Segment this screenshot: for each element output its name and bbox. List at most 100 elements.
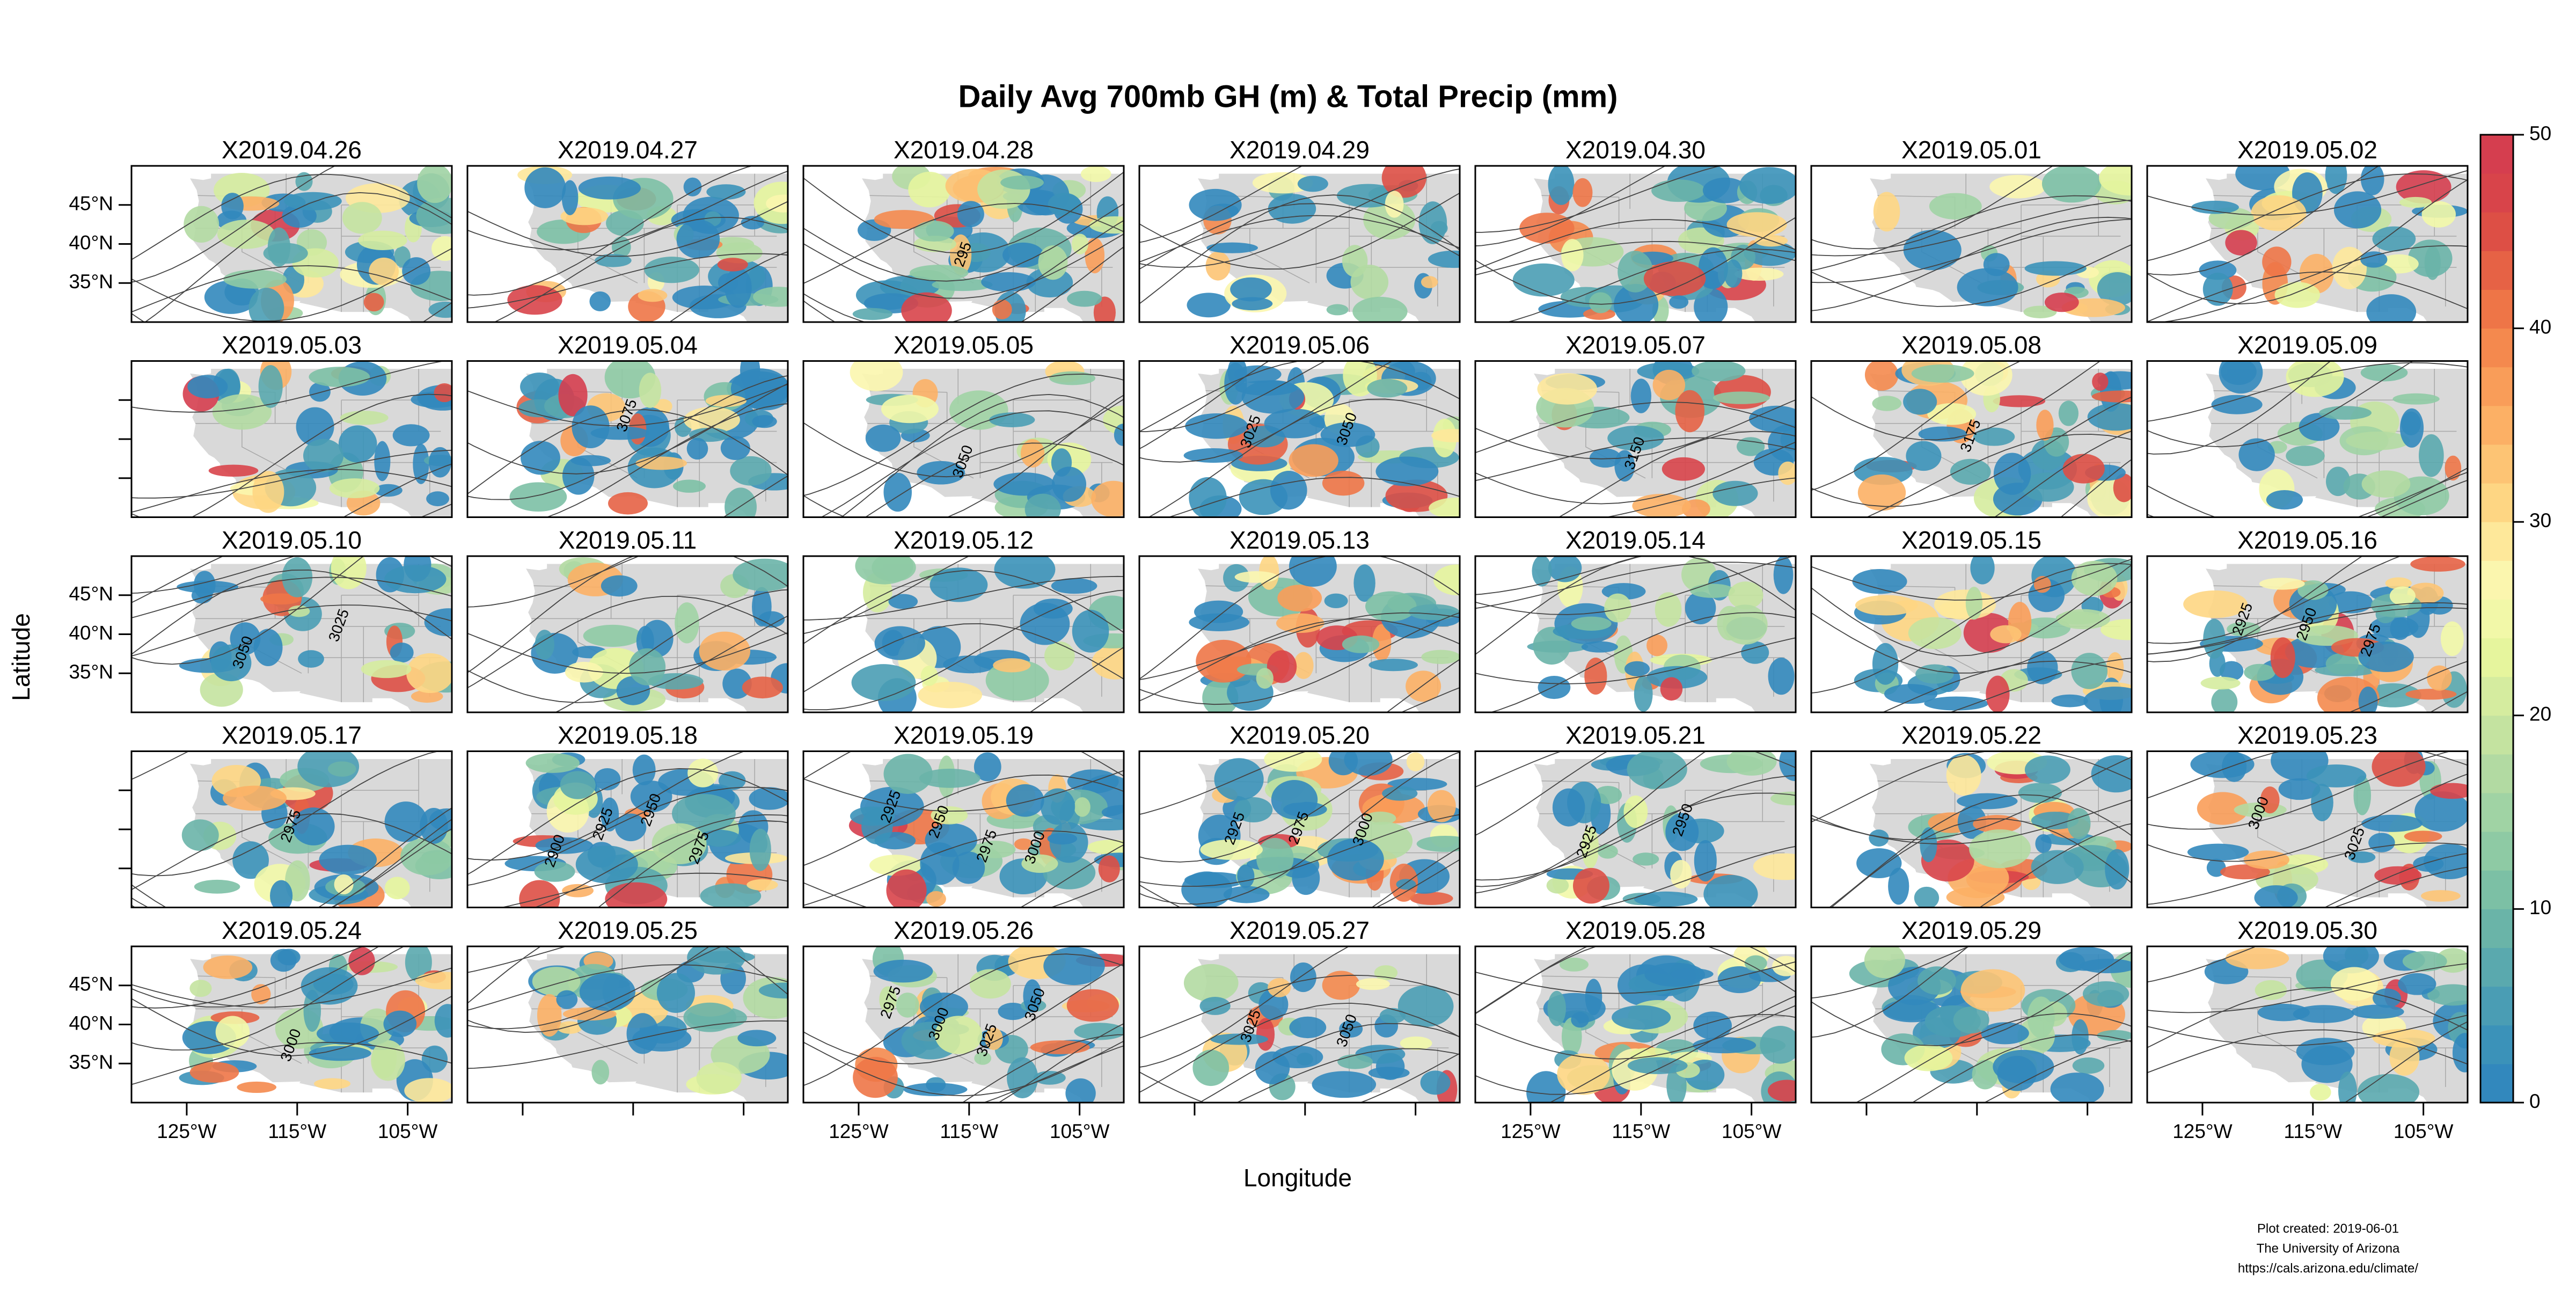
precip-area	[1768, 658, 1795, 695]
precip-area	[1030, 1040, 1090, 1054]
precip-area	[2372, 751, 2426, 787]
contour-line	[1984, 1040, 2132, 1103]
panel-title: X2019.05.09	[2237, 331, 2377, 359]
precip-area	[1324, 593, 1348, 609]
precip-area	[2211, 688, 2238, 712]
colorbar-segment	[2480, 909, 2513, 949]
precip-area	[1256, 837, 1294, 879]
precip-area	[730, 456, 772, 486]
precip-area	[601, 797, 619, 832]
precip-area	[2333, 191, 2382, 229]
precip-area	[1353, 564, 1375, 602]
colorbar-segment	[2480, 212, 2513, 251]
precip-area	[2200, 676, 2241, 690]
precip-area	[1189, 477, 1227, 517]
panel-title: X2019.05.28	[1565, 916, 1706, 944]
contour-line	[493, 216, 788, 322]
contour-line	[1475, 402, 1796, 454]
contour-line	[1811, 951, 2132, 1046]
precip-area	[981, 272, 1036, 292]
x-tick-label: 115°W	[940, 1120, 998, 1142]
precip-area	[1908, 617, 1962, 650]
precip-area	[656, 973, 696, 1013]
precip-area	[1914, 886, 1940, 908]
precip-area	[1365, 591, 1417, 622]
precip-area	[1187, 293, 1231, 318]
precip-area	[601, 575, 638, 597]
precip-area	[2225, 230, 2257, 256]
panel-title: X2019.05.13	[1230, 526, 1370, 554]
colorbar-segment	[2480, 715, 2513, 755]
precip-area	[2099, 166, 2132, 196]
precip-area	[1537, 373, 1598, 405]
contour-line	[1979, 823, 2132, 908]
y-tick-label: 35°N	[69, 661, 113, 683]
precip-area	[2044, 293, 2079, 312]
precip-area	[1230, 277, 1272, 302]
contour-line	[1865, 434, 2132, 517]
map-panel	[1811, 751, 2132, 908]
precip-area	[1297, 176, 1328, 192]
contour-line	[1139, 1002, 1460, 1093]
precip-area	[1336, 184, 1399, 208]
contour-line	[1139, 612, 1460, 705]
precip-area	[717, 258, 748, 272]
precip-area	[2374, 866, 2422, 885]
contour-line	[2147, 963, 2468, 1013]
contour-line	[131, 807, 452, 908]
contour-line	[131, 247, 452, 322]
precip-area	[1066, 989, 1119, 1022]
panel-title: X2019.04.26	[222, 136, 362, 164]
precip-area	[1020, 602, 1070, 645]
precip-area	[1572, 178, 1593, 207]
precip-area	[2219, 361, 2263, 394]
precip-area	[675, 602, 699, 644]
precip-area	[556, 990, 578, 1009]
contour-line	[467, 201, 788, 257]
contour-line	[803, 220, 1124, 322]
precip-area	[2211, 395, 2263, 414]
precip-area	[1382, 786, 1418, 801]
precip-area	[1618, 251, 1653, 293]
precip-area	[2358, 687, 2378, 712]
precip-area	[720, 436, 750, 460]
precip-area	[1970, 556, 1995, 585]
contour-line	[1147, 398, 1460, 517]
precip-area	[579, 973, 635, 1011]
precip-area	[560, 771, 596, 799]
precip-area	[901, 292, 952, 322]
precip-area	[338, 425, 377, 463]
precip-area	[2202, 272, 2233, 306]
precip-area	[1993, 453, 2031, 495]
contour-line	[1475, 637, 1796, 684]
state-border	[2257, 228, 2318, 283]
panel-frame	[1138, 165, 1461, 323]
precip-area	[416, 197, 452, 234]
precip-area	[434, 383, 452, 403]
precip-area	[1368, 659, 1418, 672]
panel-title: X2019.04.29	[1230, 136, 1370, 164]
precip-area	[1681, 557, 1717, 592]
precip-area	[1339, 1020, 1363, 1038]
contour-line	[1139, 361, 1326, 433]
precip-area	[2071, 560, 2118, 596]
precip-area	[1418, 201, 1447, 244]
precip-area	[1277, 585, 1322, 612]
precip-area	[1289, 444, 1338, 477]
panel-frame	[1474, 360, 1797, 518]
precip-area	[2083, 687, 2132, 712]
panel-frame	[1474, 945, 1797, 1104]
contour-line	[1139, 974, 1460, 1039]
precip-area	[1744, 240, 1796, 266]
contour-line	[1506, 249, 1796, 322]
precip-area	[1993, 395, 2046, 407]
precip-area	[1051, 578, 1097, 594]
contour-line	[1475, 166, 1722, 233]
contour-line	[2147, 556, 2402, 644]
precip-area	[270, 880, 293, 908]
precip-area	[1270, 470, 1307, 510]
precip-area	[292, 807, 335, 845]
precip-area	[1185, 413, 1248, 439]
precip-area	[371, 1040, 405, 1081]
precip-area	[644, 257, 699, 283]
